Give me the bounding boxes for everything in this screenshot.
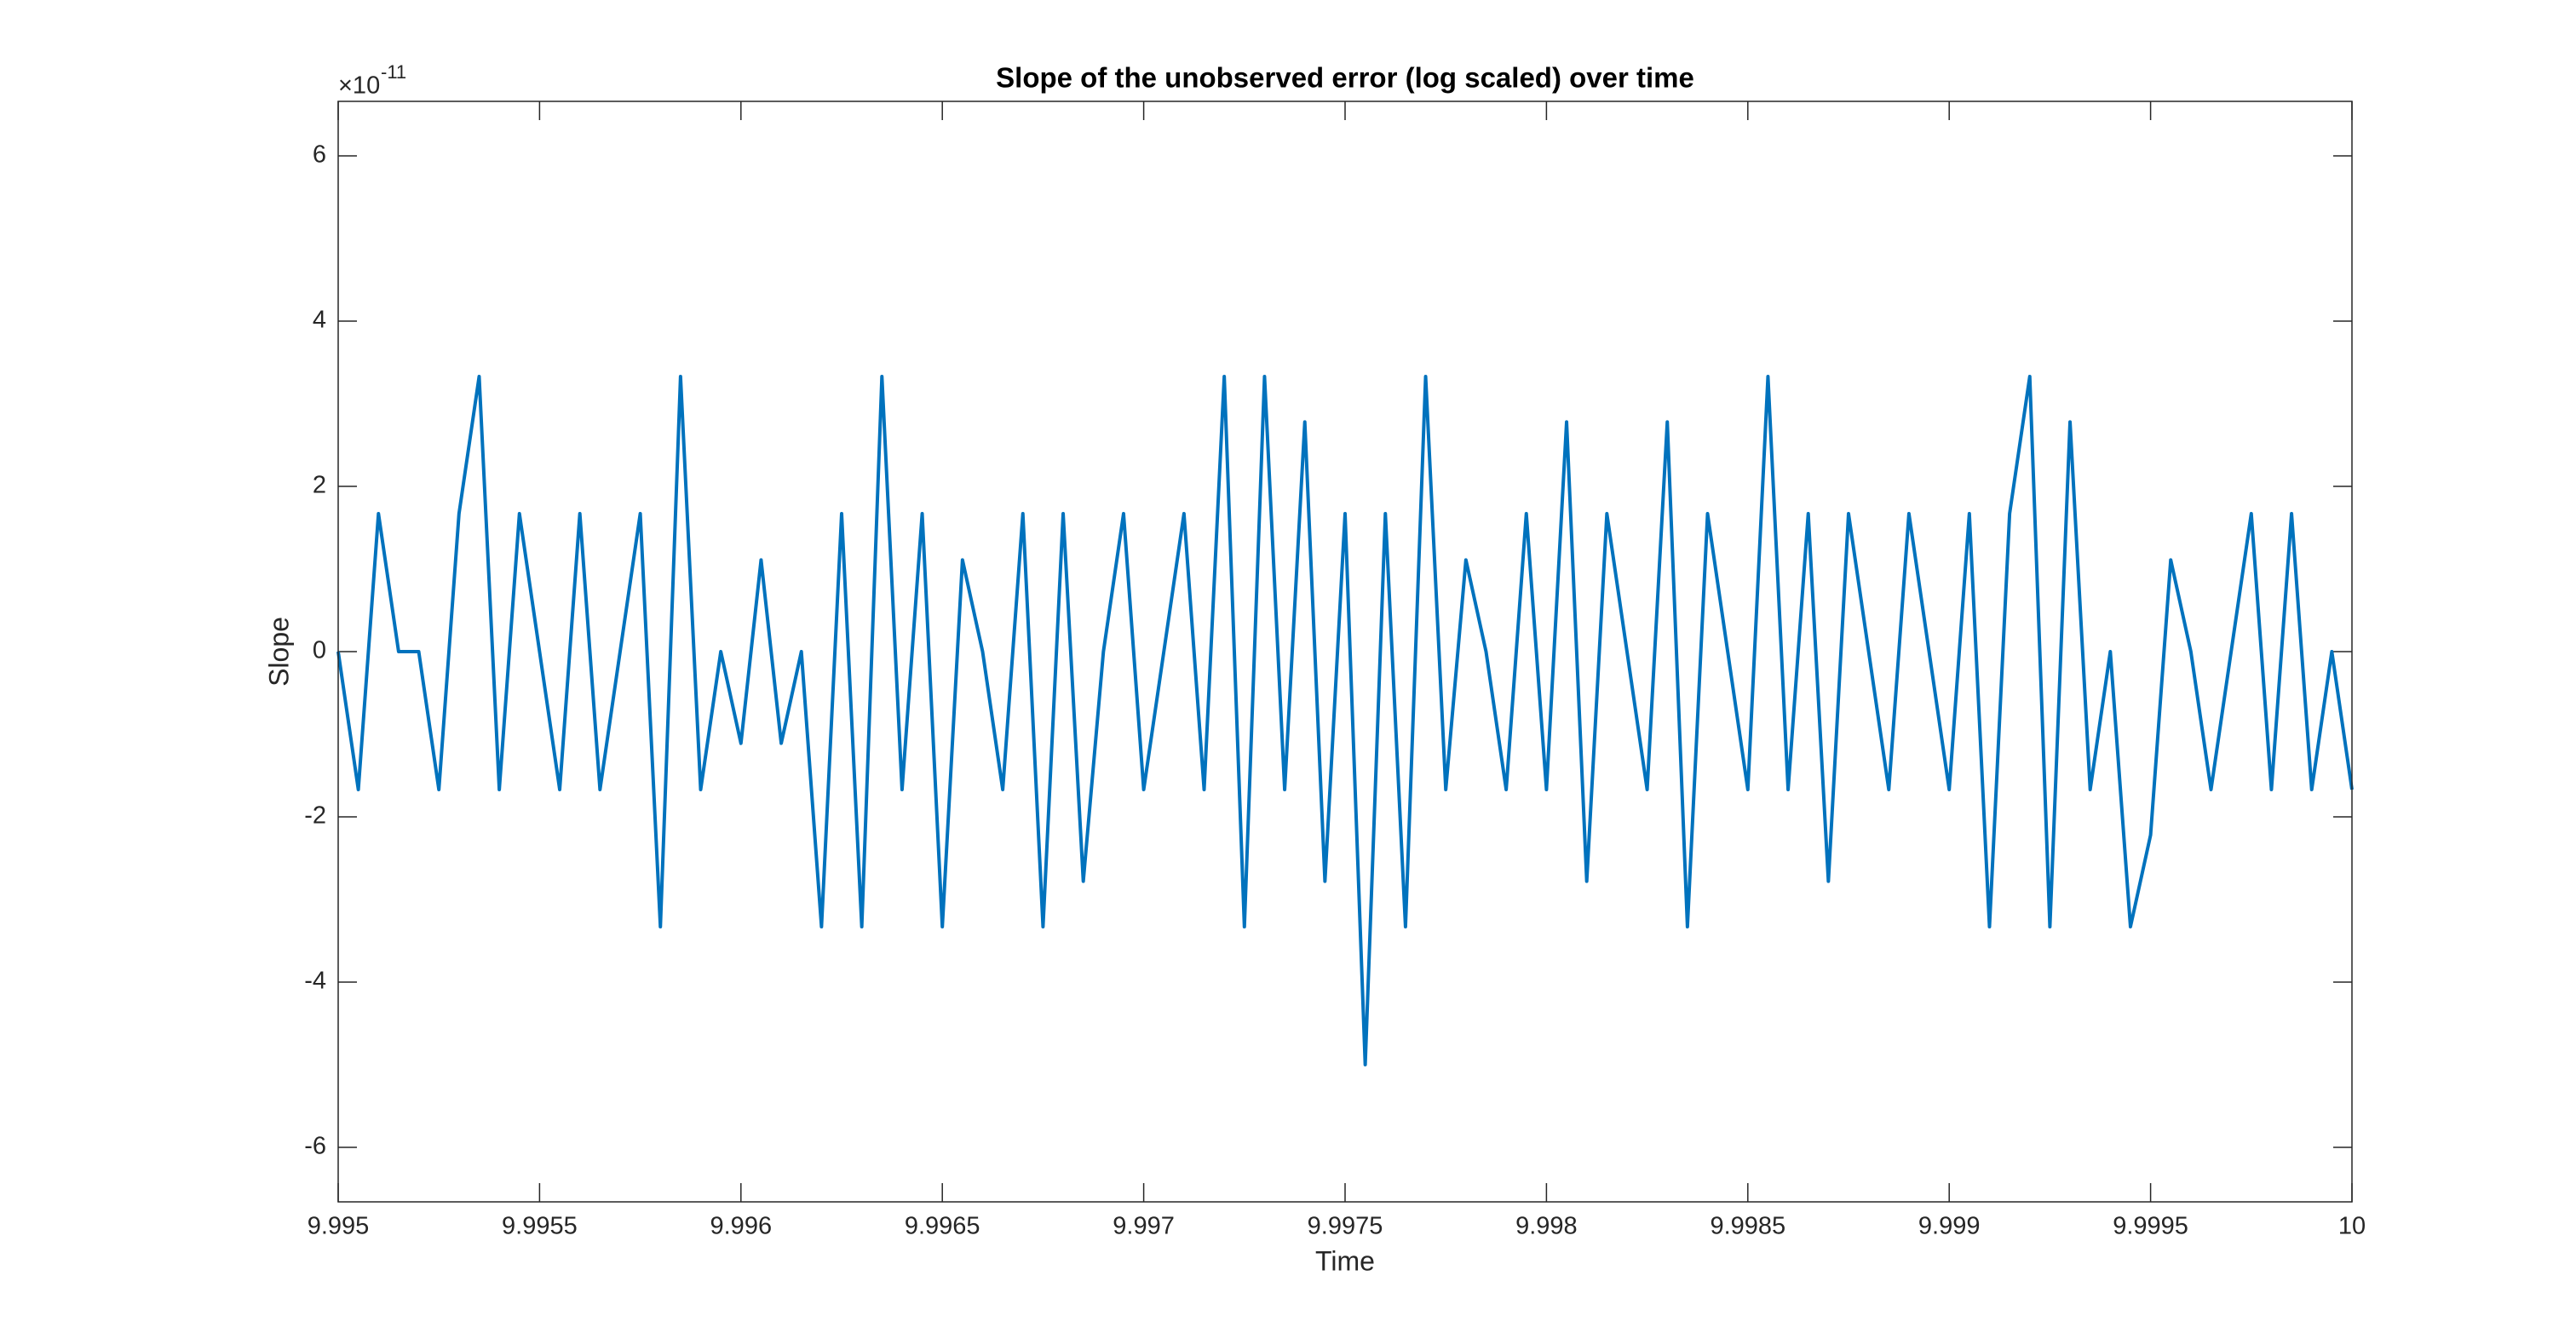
data-line: [336, 375, 2354, 1066]
x-tick-label: 9.997: [1113, 1213, 1175, 1240]
x-tick-label: 9.9985: [1710, 1213, 1785, 1240]
y-tick-label: 6: [313, 141, 326, 169]
y-tick-label: -6: [304, 1133, 326, 1160]
x-tick-label: 9.9975: [1308, 1213, 1383, 1240]
x-tick-label: 9.9965: [905, 1213, 980, 1240]
x-tick-label: 9.996: [710, 1213, 773, 1240]
y-tick-label: 2: [313, 472, 326, 499]
x-tick-label: 9.9995: [2113, 1213, 2188, 1240]
y-tick-label: -2: [304, 802, 326, 830]
x-tick-label: 9.998: [1515, 1213, 1578, 1240]
x-tick-label: 9.999: [1918, 1213, 1981, 1240]
x-axis-label: Time: [1315, 1245, 1375, 1276]
y-tick-label: 4: [313, 307, 326, 334]
x-tick-label: 9.995: [308, 1213, 370, 1240]
y-scale-base: ×10: [338, 72, 380, 100]
y-tick-label: -4: [304, 968, 326, 995]
chart-title: Slope of the unobserved error (log scale…: [996, 62, 1694, 94]
y-tick-label: 0: [313, 637, 326, 664]
x-tick-label: 10: [2338, 1213, 2366, 1240]
y-axis-label: Slope: [263, 617, 294, 687]
plot-box: [337, 101, 2353, 1203]
y-scale-exponent: -11: [381, 61, 406, 83]
x-tick-label: 9.9955: [502, 1213, 578, 1240]
